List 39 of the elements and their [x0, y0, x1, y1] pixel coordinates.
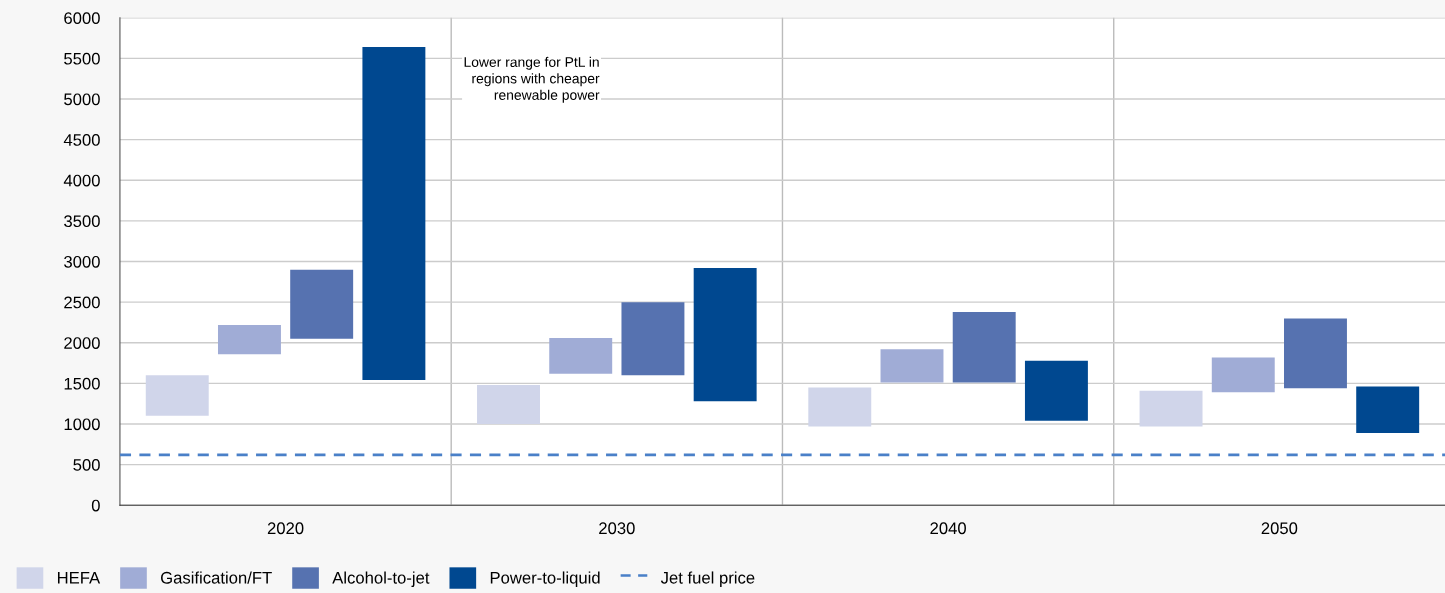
bar: [808, 387, 872, 427]
annotation: Lower range for PtL in regions with cheaper renewable power: [464, 56, 600, 103]
y-tick-label: 500: [73, 459, 100, 471]
bar: [1356, 386, 1420, 433]
bar: [621, 302, 685, 376]
x-tick-label: 2050: [1261, 522, 1298, 535]
y-tick-label: 2000: [64, 337, 100, 349]
legend-label: HEFA: [57, 572, 101, 584]
y-tick-label: 5500: [64, 52, 100, 65]
bar: [1284, 318, 1347, 389]
y-tick-label: 3500: [64, 215, 100, 228]
bar: [952, 311, 1016, 383]
bar: [880, 349, 944, 383]
y-tick-label: 5000: [64, 93, 100, 106]
bar: [290, 269, 354, 339]
y-tick-label: 1000: [64, 418, 100, 431]
x-tick-label: 2040: [930, 522, 966, 535]
legend-label: Power-to-liquid: [490, 571, 600, 587]
bar: [1211, 357, 1275, 393]
bar: [145, 375, 209, 416]
y-tick-label: 3000: [64, 255, 100, 268]
bar: [362, 47, 426, 381]
y-tick-label: 6000: [64, 12, 100, 24]
legend-label: Alcohol-to-jet: [332, 571, 430, 587]
y-tick-label: 4500: [63, 134, 100, 146]
x-tick-label: 2020: [267, 522, 304, 535]
bar: [477, 385, 540, 424]
y-tick-label: 4000: [63, 174, 100, 187]
bar: [549, 337, 613, 374]
x-tick-label: 2030: [599, 522, 635, 535]
legend-label: Jet fuel price: [660, 571, 755, 587]
bar: [1024, 360, 1088, 421]
y-tick-label: 2500: [64, 296, 100, 309]
y-tick-label: 1500: [64, 377, 100, 390]
bar: [217, 324, 281, 355]
legend-label: Gasification/FT: [160, 571, 272, 584]
bar: [1139, 390, 1203, 427]
bar: [693, 268, 757, 402]
y-tick-label: 0: [91, 499, 100, 512]
